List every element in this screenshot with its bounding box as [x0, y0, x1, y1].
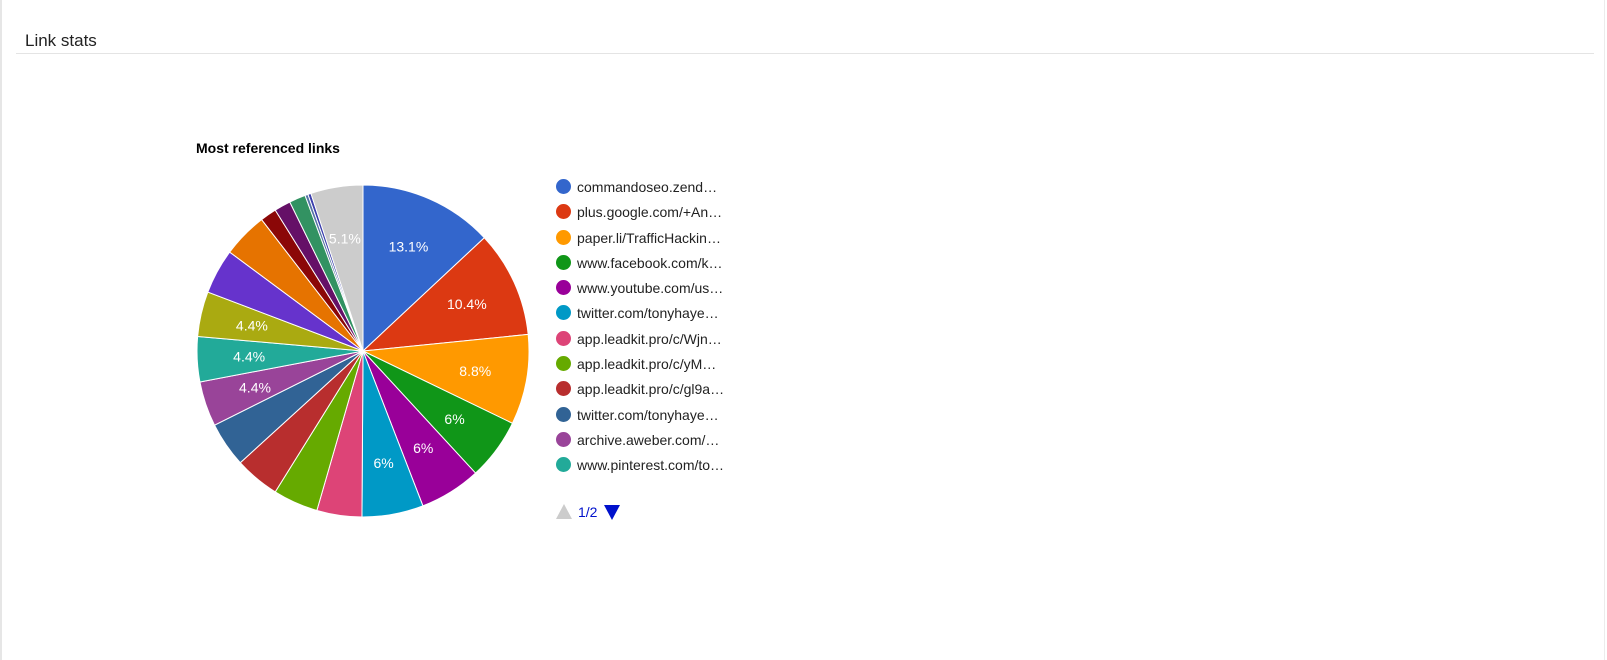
legend-label: twitter.com/tonyhaye… — [577, 305, 719, 322]
pie-slice-label-5: 6% — [413, 440, 433, 456]
legend-item[interactable]: app.leadkit.pro/c/gl9a… — [556, 380, 756, 405]
legend-swatch — [556, 356, 571, 372]
legend-item[interactable]: www.pinterest.com/to… — [556, 456, 756, 481]
legend-swatch — [556, 431, 571, 447]
pie-slice-label-6: 6% — [373, 455, 393, 471]
legend-swatch — [556, 229, 571, 245]
pie-slice-3[interactable] — [361, 333, 530, 424]
legend-item[interactable]: paper.li/TrafficHackin… — [556, 229, 756, 254]
legend-swatch — [556, 406, 571, 422]
legend-label: www.pinterest.com/to… — [577, 457, 725, 474]
legend-swatch — [556, 179, 571, 194]
pie-slice-label-4: 6% — [444, 411, 464, 427]
legend-swatch — [556, 381, 571, 397]
legend-page-indicator: 1/2 — [578, 504, 598, 520]
legend-swatch — [556, 330, 571, 346]
legend-item[interactable]: plus.google.com/+An… — [556, 203, 756, 228]
panel-header: Link stats — [16, 20, 1594, 54]
legend-next-page-icon[interactable] — [604, 505, 620, 520]
legend-prev-page-icon[interactable] — [556, 504, 572, 519]
legend-item[interactable]: app.leadkit.pro/c/Wjn… — [556, 330, 756, 355]
panel-title: Link stats — [25, 31, 97, 50]
legend-swatch — [556, 254, 571, 270]
pie-slice-1[interactable] — [362, 184, 486, 353]
pie-slice-21[interactable] — [310, 184, 364, 352]
legend-item[interactable]: commandoseo.zend… — [556, 178, 756, 203]
pie-slice-2[interactable] — [361, 237, 529, 352]
legend-item[interactable]: twitter.com/tonyhaye… — [556, 304, 756, 329]
legend-item[interactable]: app.leadkit.pro/c/yM… — [556, 355, 756, 380]
legend-label: app.leadkit.pro/c/gl9a… — [577, 381, 725, 398]
legend-label: www.youtube.com/us… — [577, 280, 724, 297]
legend-label: commandoseo.zend… — [577, 179, 718, 195]
legend-swatch — [556, 457, 571, 473]
legend-item[interactable]: twitter.com/tonyhaye… — [556, 406, 756, 431]
legend-label: archive.aweber.com/… — [577, 431, 720, 448]
legend-label: www.facebook.com/k… — [577, 254, 723, 271]
legend-item[interactable]: www.facebook.com/k… — [556, 254, 756, 279]
legend-item[interactable]: archive.aweber.com/… — [556, 431, 756, 456]
legend-label: plus.google.com/+An… — [577, 204, 723, 221]
pie-slice-label-21: 5.1% — [329, 230, 361, 246]
chart-title: Most referenced links — [196, 140, 340, 156]
legend-label: app.leadkit.pro/c/yM… — [577, 356, 717, 373]
legend-swatch — [556, 305, 571, 321]
legend-label: paper.li/TrafficHackin… — [577, 229, 721, 246]
legend-item[interactable]: www.youtube.com/us… — [556, 279, 756, 304]
chart-legend: commandoseo.zend… plus.google.com/+An… pap… — [556, 178, 756, 482]
pie-slice-label-2: 10.4% — [447, 296, 487, 312]
legend-label: twitter.com/tonyhaye… — [577, 406, 719, 423]
legend-swatch — [556, 204, 571, 220]
pie-slice-label-11: 4.4% — [239, 379, 271, 395]
legend-swatch — [556, 280, 571, 296]
legend-label: app.leadkit.pro/c/Wjn… — [577, 330, 722, 347]
pie-chart: 13.1% 10.4% 8.8% 6% 6% 6% 4.4% 4.4% 4.4% 5.1% — [196, 184, 530, 518]
pie-slice-label-1: 13.1% — [389, 238, 429, 254]
pie-slice-label-12: 4.4% — [233, 349, 265, 365]
pie-slice-label-3: 8.8% — [459, 363, 491, 379]
pie-slice-label-13: 4.4% — [236, 318, 268, 334]
